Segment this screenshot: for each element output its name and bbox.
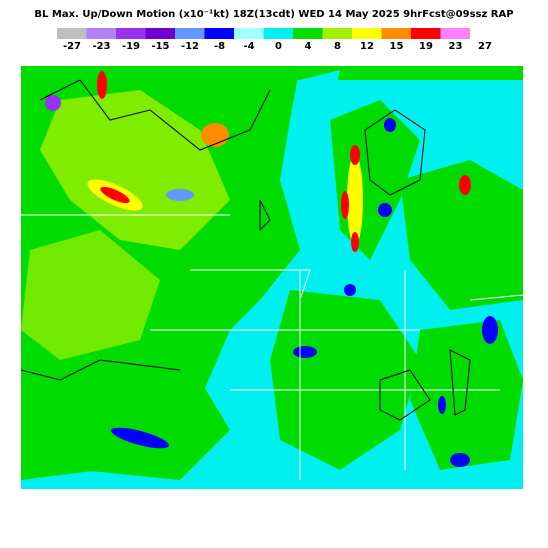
- legend-swatch: [263, 28, 293, 39]
- legend-label: -4: [243, 41, 254, 52]
- legend-label: 12: [360, 41, 374, 52]
- legend-swatch: [352, 28, 382, 39]
- legend-swatch: [381, 28, 411, 39]
- legend-swatch: [234, 28, 264, 39]
- legend-label: 19: [419, 41, 433, 52]
- legend-label: 4: [305, 41, 312, 52]
- legend-swatch: [175, 28, 205, 39]
- legend-swatch: [411, 28, 441, 39]
- legend-swatch: [145, 28, 175, 39]
- legend-label: 23: [449, 41, 463, 52]
- legend-swatch: [322, 28, 352, 39]
- legend-label: -27: [63, 41, 81, 52]
- color-legend: -27 -23 -19 -15 -12 -8 -4 0 4 8 12 15 19 23 27: [57, 28, 492, 52]
- legend-label: -12: [181, 41, 199, 52]
- legend-label: 0: [275, 41, 282, 52]
- legend-label: -23: [92, 41, 110, 52]
- legend-label: 15: [390, 41, 404, 52]
- legend-label: -8: [214, 41, 225, 52]
- title: BL Max. Up/Down Motion (x10⁻¹kt) 18Z(13c…: [34, 9, 513, 20]
- legend-label: 8: [334, 41, 341, 52]
- legend-swatch: [440, 28, 470, 39]
- legend-swatch: [116, 28, 146, 39]
- legend-label: 27: [478, 41, 492, 52]
- legend-label: -15: [151, 41, 169, 52]
- legend-label: -19: [122, 41, 140, 52]
- legend-swatch: [57, 28, 87, 39]
- legend-swatch: [204, 28, 234, 39]
- legend-swatch: [293, 28, 323, 39]
- map-field: [20, 66, 524, 489]
- legend-swatch: [86, 28, 116, 39]
